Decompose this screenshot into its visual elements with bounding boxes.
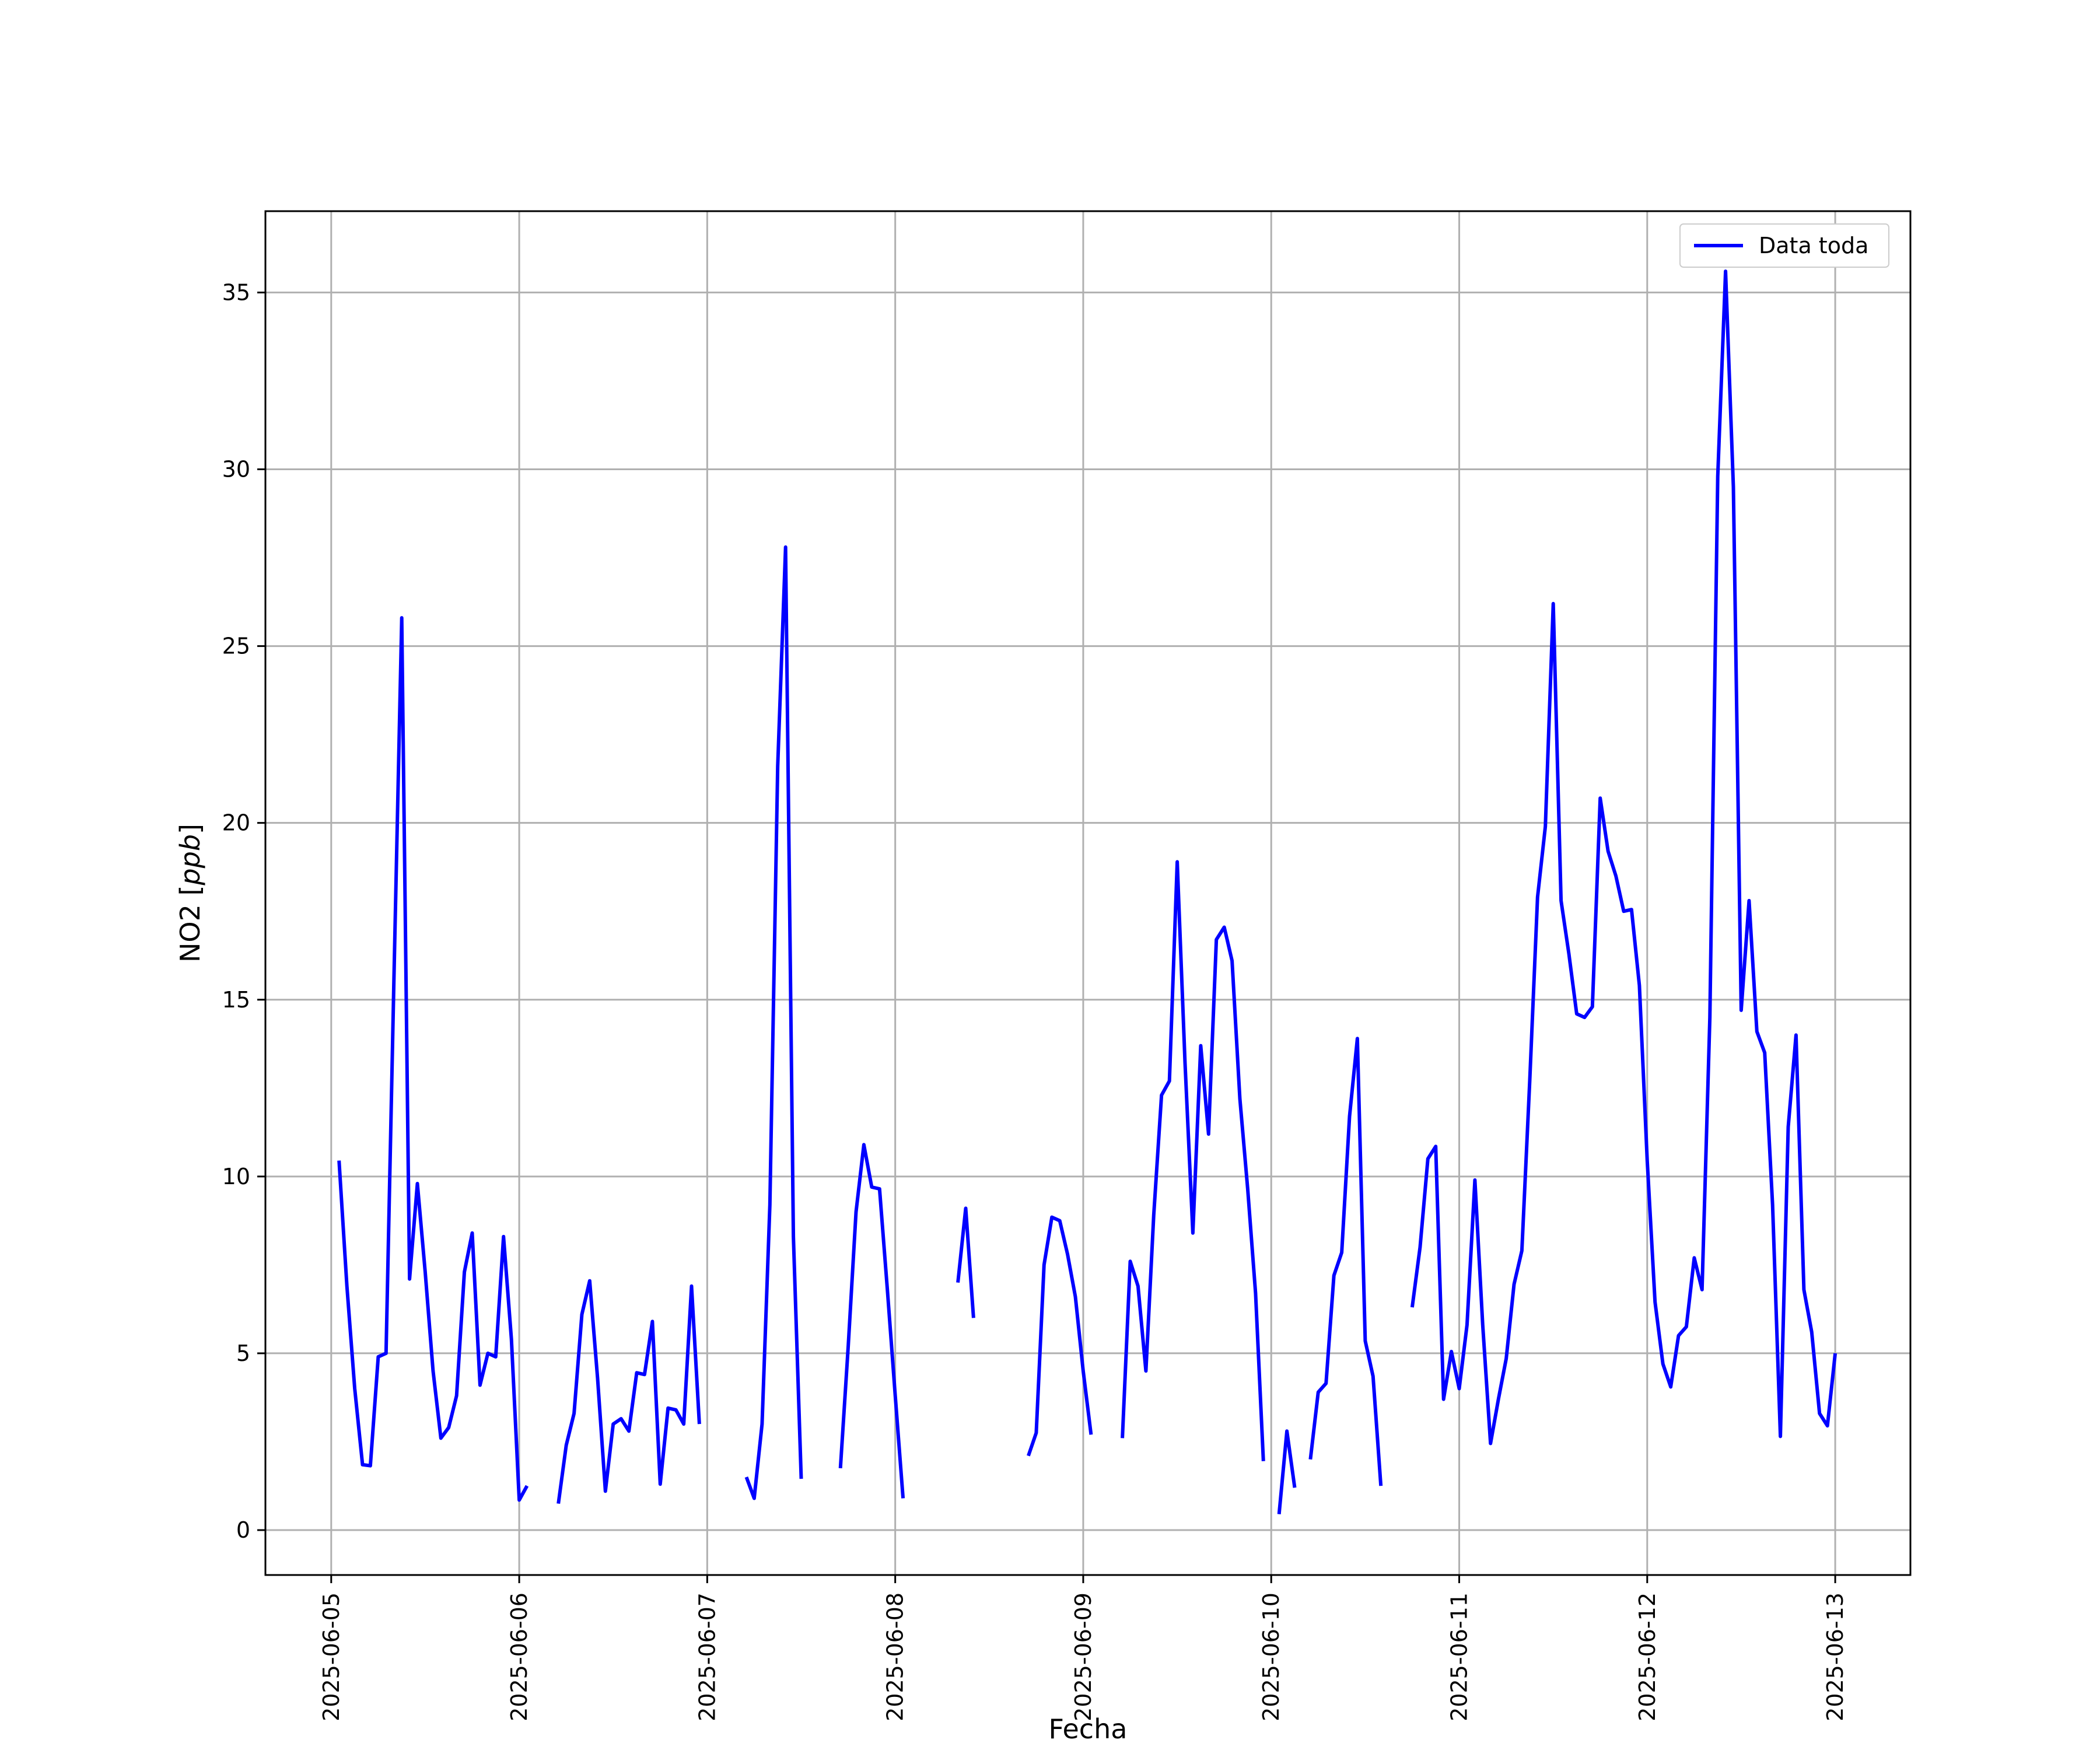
y-axis-label-main: NO2 [	[174, 886, 206, 963]
series-line-segment	[956, 1206, 975, 1318]
y-axis: 0 5 10 15 20 25 30 35	[222, 279, 265, 1543]
y-tick-label: 0	[236, 1517, 250, 1543]
y-axis-label-close: ]	[174, 824, 206, 834]
series-line-segment	[1410, 270, 1838, 1446]
series-line-segment	[1027, 1215, 1093, 1457]
x-tick-label: 2025-06-13	[1822, 1592, 1848, 1721]
y-tick-label: 20	[222, 810, 250, 836]
series-line-segment	[1308, 1037, 1383, 1486]
y-axis-label-unit: ppb	[174, 834, 206, 886]
y-tick-label: 10	[222, 1164, 250, 1189]
series-line-segment	[744, 545, 803, 1500]
x-tick-label: 2025-06-11	[1447, 1592, 1472, 1721]
series-line-segment	[1277, 1429, 1297, 1514]
x-tick-label: 2025-06-10	[1258, 1592, 1284, 1721]
y-tick-label: 15	[222, 987, 250, 1013]
y-tick-label: 30	[222, 457, 250, 482]
series-line-segment	[337, 616, 529, 1502]
legend-box	[1679, 223, 1889, 268]
x-tick-label: 2025-06-09	[1070, 1592, 1096, 1721]
y-tick-label: 35	[222, 279, 250, 305]
grid-lines	[265, 211, 1910, 1575]
y-tick-label: 5	[236, 1340, 250, 1366]
x-tick-label: 2025-06-08	[883, 1592, 908, 1721]
series-line-segment	[838, 1143, 905, 1499]
x-tick-label: 2025-06-07	[694, 1592, 720, 1721]
x-tick-label: 2025-06-12	[1634, 1592, 1660, 1721]
plot-frame	[264, 210, 1912, 1576]
x-tick-label: 2025-06-06	[506, 1592, 532, 1721]
x-axis-label: Fecha	[1049, 1713, 1128, 1745]
y-axis-label: NO2 [ppb]	[174, 824, 206, 963]
x-tick-label: 2025-06-05	[318, 1592, 344, 1721]
x-axis: 2025-06-05 2025-06-06 2025-06-07 2025-06-08…	[318, 1575, 1848, 1721]
legend-label-data-toda: Data toda	[1759, 233, 1868, 258]
series-line-segment	[1121, 860, 1265, 1461]
series-line-segment	[556, 1279, 701, 1504]
legend: Data toda	[1679, 223, 1889, 268]
plot-area	[337, 270, 1838, 1514]
y-tick-label: 25	[222, 634, 250, 659]
